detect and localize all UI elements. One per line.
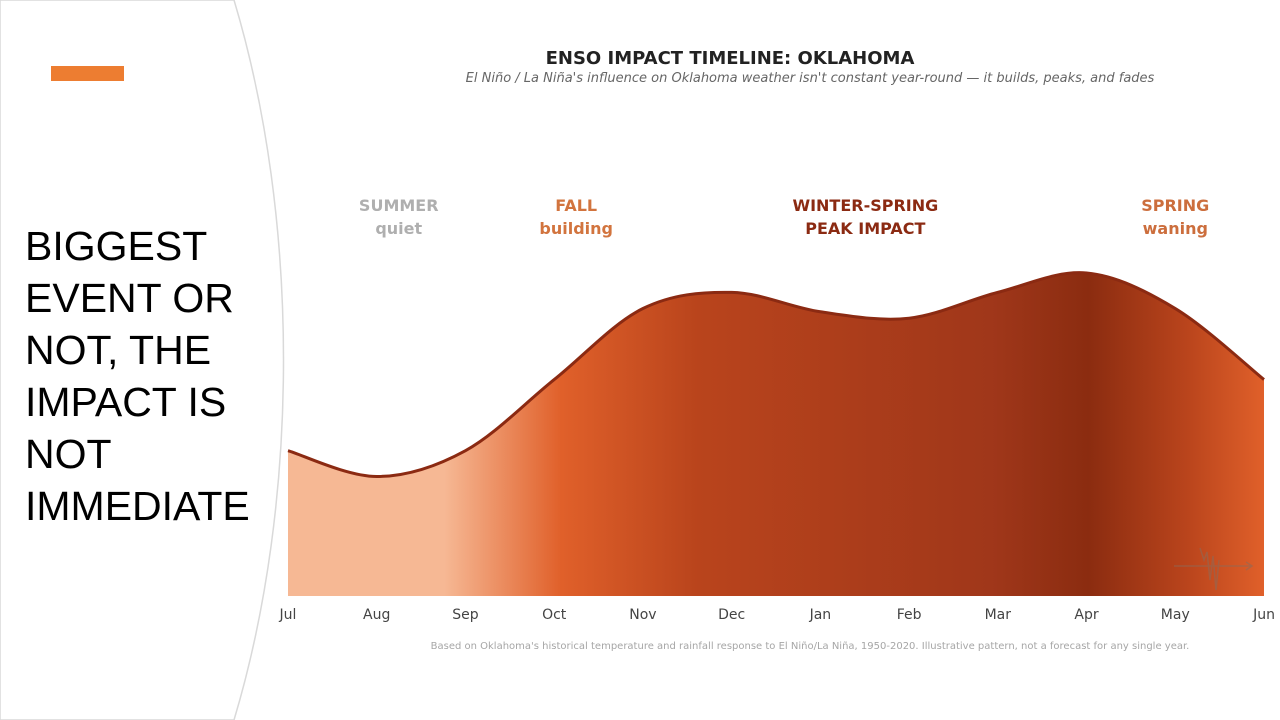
- x-tick-label: Jul: [279, 607, 297, 623]
- season-label-subtitle: building: [539, 219, 613, 238]
- x-tick-label: Apr: [1074, 607, 1098, 623]
- watermark-logo-icon: [1174, 547, 1254, 591]
- season-label-title: SPRING: [1141, 196, 1209, 215]
- x-tick-label: Sep: [452, 607, 479, 623]
- season-label-subtitle: PEAK IMPACT: [805, 219, 925, 238]
- slide-headline: BIGGEST EVENT OR NOT, THE IMPACT IS NOT …: [25, 223, 250, 529]
- x-tick-label: Dec: [718, 607, 745, 623]
- x-tick-label: May: [1161, 607, 1190, 623]
- x-tick-label: Nov: [629, 607, 656, 623]
- season-label-subtitle: waning: [1143, 219, 1208, 238]
- x-tick-label: Jan: [809, 607, 832, 623]
- chart-footnote: Based on Oklahoma's historical temperatu…: [430, 641, 1190, 652]
- season-label-title: SUMMER: [359, 196, 439, 215]
- x-tick-label: Mar: [985, 607, 1012, 623]
- x-tick-label: Oct: [542, 607, 567, 623]
- left-panel-curve: [0, 0, 285, 720]
- season-label-title: WINTER-SPRING: [792, 196, 938, 215]
- chart-subtitle: El Niño / La Niña's influence on Oklahom…: [465, 71, 1155, 86]
- chart-title: ENSO IMPACT TIMELINE: OKLAHOMA: [545, 48, 915, 69]
- x-tick-label: Jun: [1252, 607, 1275, 623]
- accent-bar: [51, 66, 124, 81]
- season-label-title: FALL: [555, 196, 597, 215]
- x-tick-label: Aug: [363, 607, 390, 623]
- x-tick-label: Feb: [897, 607, 922, 623]
- season-label-subtitle: quiet: [375, 219, 422, 238]
- impact-area: [288, 272, 1264, 596]
- impact-line: [287, 271, 1265, 478]
